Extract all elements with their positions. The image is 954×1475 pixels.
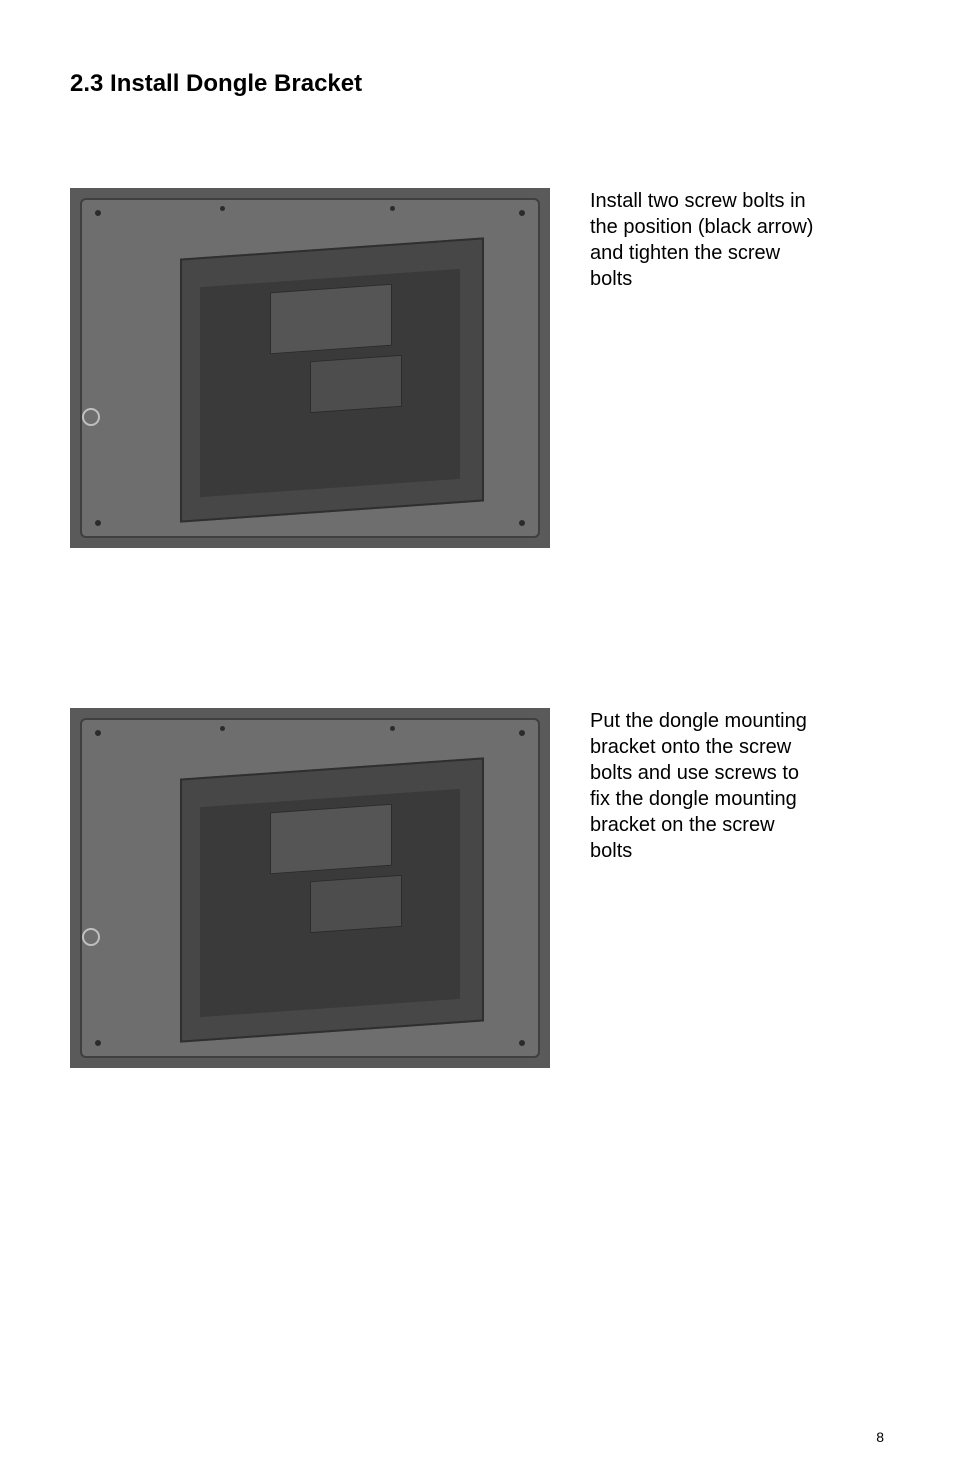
section-heading: 2.3 Install Dongle Bracket (70, 70, 884, 98)
step-1-caption: Install two screw bolts in the position … (590, 188, 820, 292)
step-row: Put the dongle mounting bracket onto the… (70, 708, 884, 1068)
step-2-caption: Put the dongle mounting bracket onto the… (590, 708, 820, 864)
step-row: Install two screw bolts in the position … (70, 188, 884, 548)
step-2-photo (70, 708, 550, 1068)
page: 2.3 Install Dongle Bracket Install two s… (0, 0, 954, 1475)
page-number: 8 (876, 1429, 884, 1445)
step-1-photo (70, 188, 550, 548)
